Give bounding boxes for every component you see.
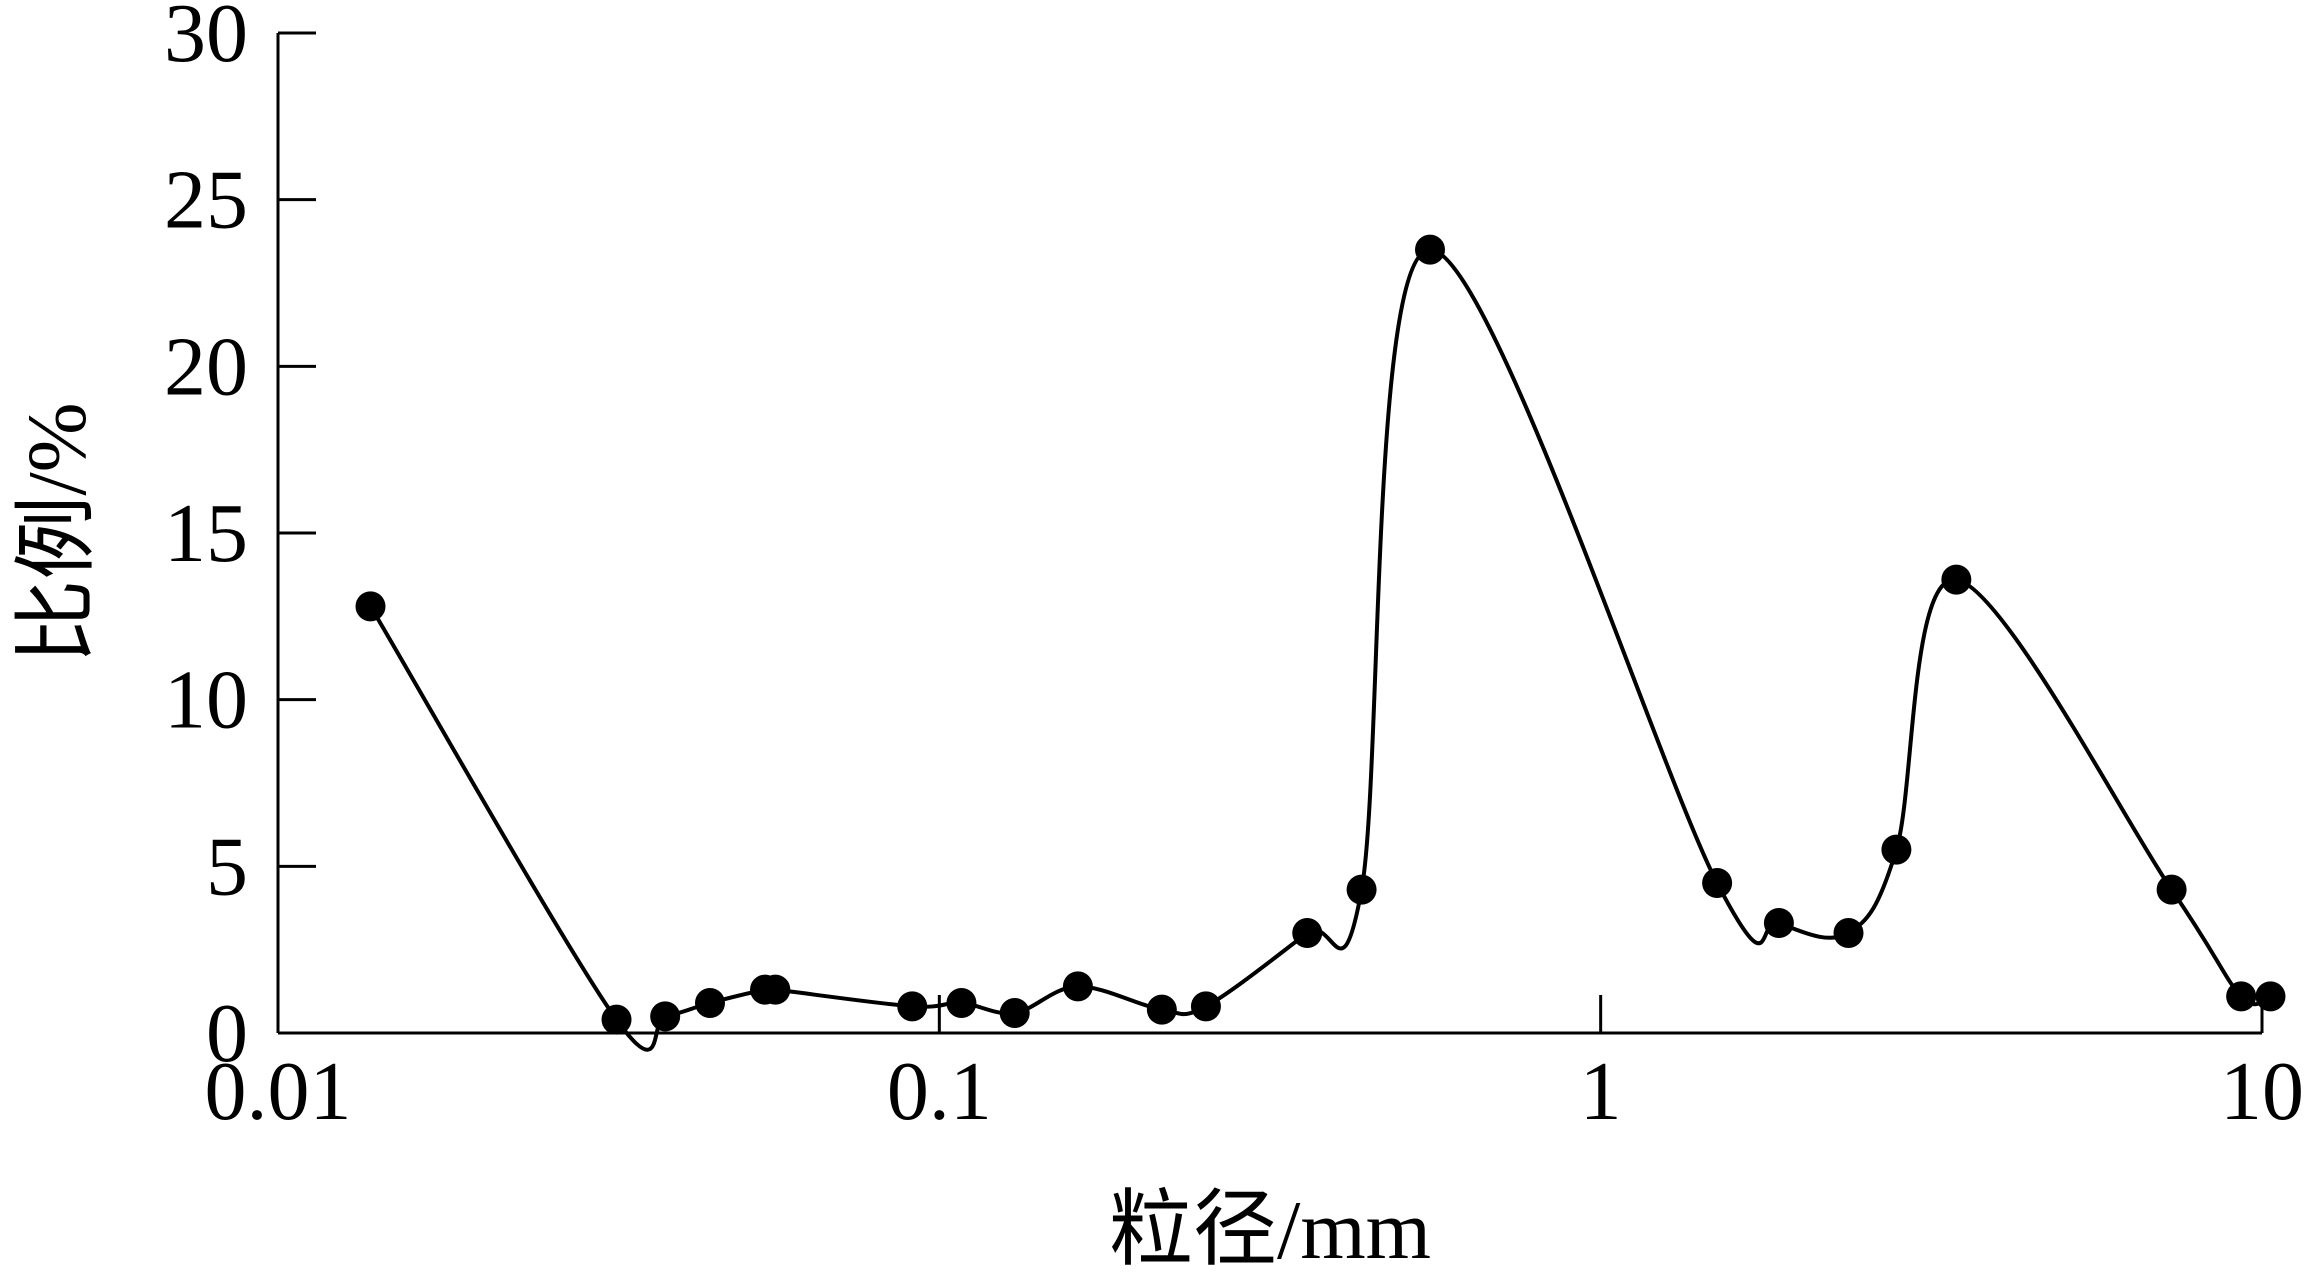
data-point: [355, 591, 386, 622]
data-point: [1346, 874, 1377, 905]
data-point: [1292, 918, 1323, 948]
data-point: [1702, 868, 1733, 898]
data-point: [760, 974, 791, 1005]
data-point: [897, 991, 928, 1022]
data-point: [2156, 874, 2187, 905]
data-point: [2226, 981, 2257, 1012]
data-point: [694, 988, 725, 1018]
x-axis-title: 粒径/mm: [1109, 1184, 1431, 1271]
y-tick-label: 25: [164, 154, 248, 247]
y-tick-label: 15: [164, 487, 248, 580]
y-tick-label: 30: [164, 0, 248, 80]
markers-layer: [355, 234, 2286, 1035]
data-point: [1062, 971, 1093, 1002]
data-point: [1190, 991, 1221, 1022]
data-point: [2255, 981, 2286, 1012]
axes: [276, 31, 2264, 1035]
x-tick-label: 0.1: [887, 1045, 992, 1138]
data-point: [1881, 834, 1912, 865]
y-tick-label: 10: [164, 654, 248, 747]
data-point: [1763, 908, 1794, 938]
data-point: [1146, 994, 1177, 1025]
data-point: [601, 1004, 632, 1035]
y-tick-label: 5: [206, 820, 248, 913]
x-tick-label: 10: [2220, 1045, 2304, 1138]
data-point: [946, 988, 977, 1018]
data-point: [1415, 234, 1446, 265]
data-point: [999, 998, 1030, 1028]
data-point: [1833, 918, 1864, 948]
x-tick-label: 0.01: [205, 1045, 352, 1138]
y-tick-label: 0: [206, 987, 248, 1080]
y-tick-label: 20: [164, 320, 248, 413]
x-tick-label: 1: [1580, 1045, 1622, 1138]
data-point: [1941, 564, 1972, 595]
labels-layer: 0 5 10 15 20 25 30 0.01 0.1 1 10 粒径/mm 比例/%: [11, 0, 2304, 1276]
data-point: [650, 1001, 681, 1032]
y-axis-title: 比例/%: [11, 402, 104, 663]
